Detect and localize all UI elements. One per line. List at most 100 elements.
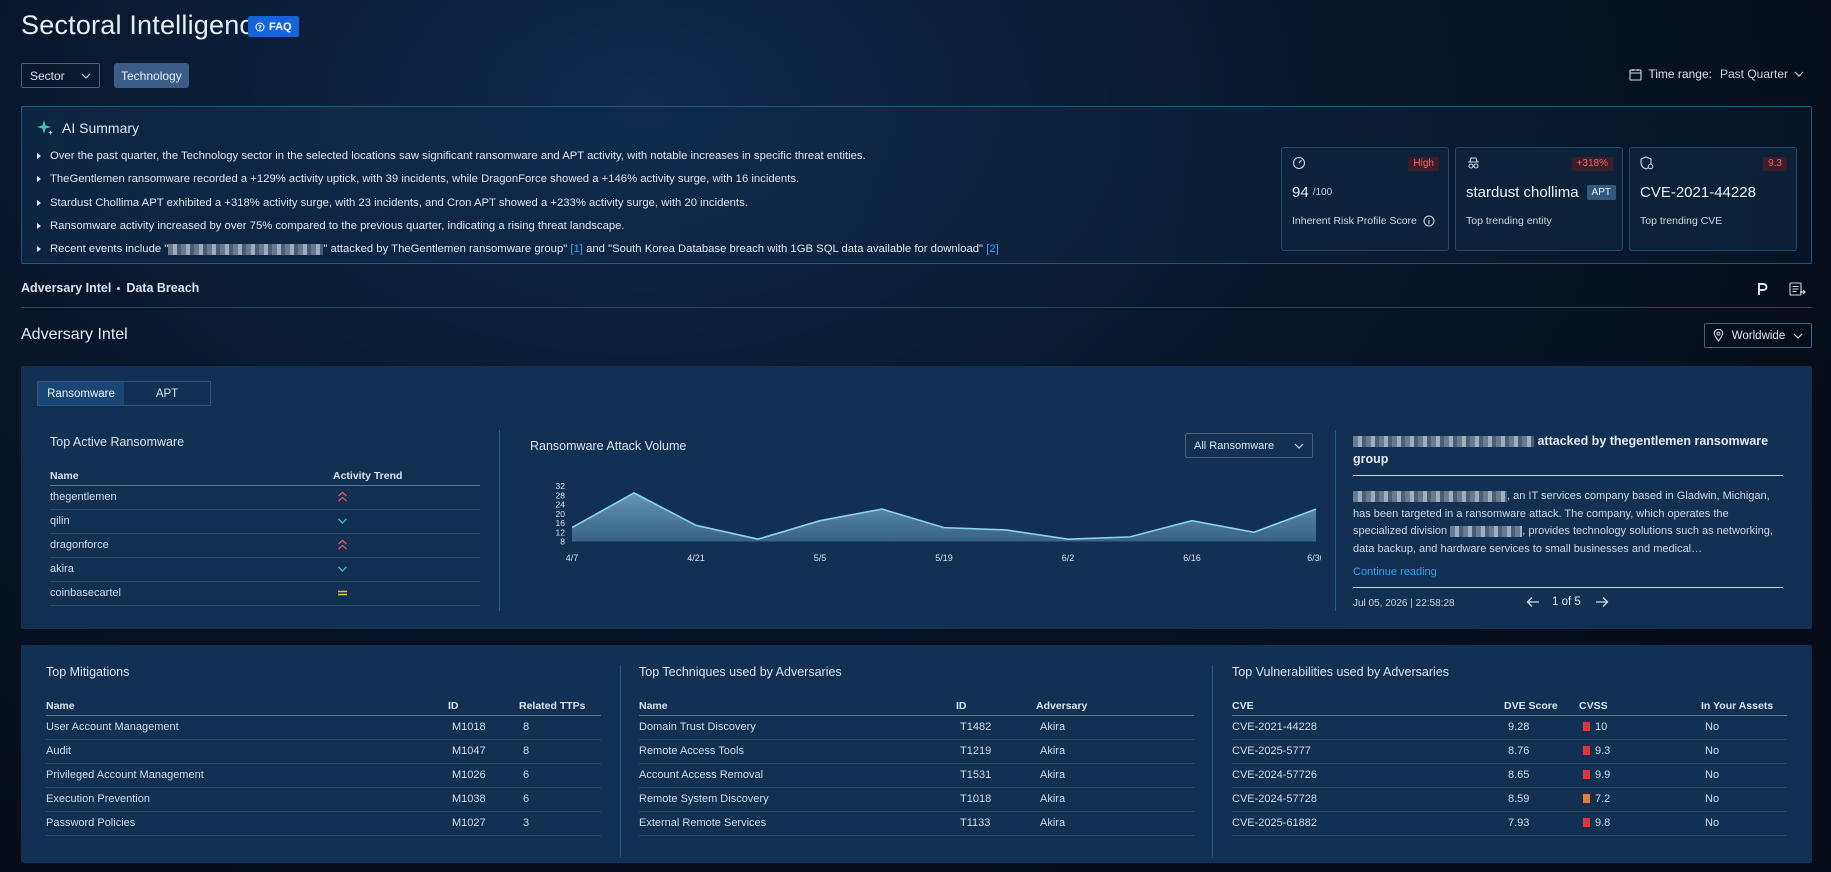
table-cell: Audit xyxy=(46,739,448,764)
bullet-text: and "South Korea Database breach with 1G… xyxy=(582,243,987,256)
trending-cve-caption: Top trending CVE xyxy=(1640,215,1723,227)
table-cell: Akira xyxy=(1036,811,1194,836)
x-tick-label: 5/5 xyxy=(814,553,827,563)
risk-score-card[interactable]: High 94/100 Inherent Risk Profile Score xyxy=(1281,147,1449,251)
news-timestamp: Jul 05, 2026 | 22:58:28 xyxy=(1353,598,1455,609)
breadcrumb-adversary-intel[interactable]: Adversary Intel xyxy=(21,281,112,295)
news-headline[interactable]: attacked by thegentlemen ransomware grou… xyxy=(1353,432,1783,468)
cve-id: CVE-2025-5777 xyxy=(1232,739,1504,764)
summary-bullet: Over the past quarter, the Technology se… xyxy=(36,149,1281,172)
cvss-score: 9.9 xyxy=(1579,763,1701,788)
tab-apt[interactable]: APT xyxy=(155,387,179,400)
y-tick-label: 12 xyxy=(556,527,566,537)
mitigations-title: Top Mitigations xyxy=(46,665,130,679)
filter-value: All Ransomware xyxy=(1194,439,1275,452)
pin-p-icon[interactable] xyxy=(1756,282,1768,296)
table-row[interactable]: coinbasecartel xyxy=(50,581,480,606)
table-row[interactable]: Execution Prevention M1038 6 xyxy=(46,787,601,812)
dve-score: 9.28 xyxy=(1504,715,1579,740)
sector-select[interactable]: Sector xyxy=(21,63,100,88)
trending-entity-card[interactable]: +318% stardust chollima APT Top trending … xyxy=(1455,147,1623,251)
ransomware-name: akira xyxy=(50,557,333,582)
cvss-severity-indicator xyxy=(1583,770,1590,779)
table-cell: 3 xyxy=(519,811,601,836)
table-row[interactable]: Password Policies M1027 3 xyxy=(46,811,601,836)
region-select[interactable]: Worldwide xyxy=(1704,323,1812,348)
table-cell: 8 xyxy=(519,739,601,764)
reference-link[interactable]: [1] xyxy=(570,243,583,256)
table-row[interactable]: CVE-2024-57728 8.59 7.2 No xyxy=(1232,787,1787,812)
faq-button[interactable]: ? FAQ xyxy=(248,16,299,37)
techniques-table: Name ID Adversary Domain Trust Discovery… xyxy=(639,697,1194,836)
cve-id: CVE-2021-44228 xyxy=(1232,715,1504,740)
sector-chip-technology[interactable]: Technology xyxy=(114,63,189,88)
col-id: ID xyxy=(448,697,519,716)
table-cell: M1047 xyxy=(448,739,519,764)
table-row[interactable]: CVE-2021-44228 9.28 10 No xyxy=(1232,715,1787,740)
table-row[interactable]: Remote System Discovery T1018 Akira xyxy=(639,787,1194,812)
table-row[interactable]: Account Access Removal T1531 Akira xyxy=(639,763,1194,788)
ai-summary-panel: AI Summary Over the past quarter, the Te… xyxy=(21,106,1812,264)
reference-link[interactable]: [2] xyxy=(986,243,999,256)
table-row[interactable]: Privileged Account Management M1026 6 xyxy=(46,763,601,788)
news-body-a: , an IT services company based in Gladwi… xyxy=(1353,490,1770,537)
bug-shield-icon xyxy=(1640,156,1654,170)
ai-summary-bullets: Over the past quarter, the Technology se… xyxy=(36,149,1281,257)
table-row[interactable]: Audit M1047 8 xyxy=(46,739,601,764)
table-row[interactable]: CVE-2025-5777 8.76 9.3 No xyxy=(1232,739,1787,764)
prev-arrow-icon[interactable] xyxy=(1526,595,1540,609)
activity-trend xyxy=(333,581,480,606)
time-range-label: Time range: xyxy=(1648,67,1712,81)
ransomware-filter-select[interactable]: All Ransomware xyxy=(1185,433,1313,458)
col-cvss: CVSS xyxy=(1579,697,1701,716)
ai-summary-header: AI Summary xyxy=(36,119,139,137)
column-divider xyxy=(499,430,500,611)
table-row[interactable]: Remote Access Tools T1219 Akira xyxy=(639,739,1194,764)
apt-tag: APT xyxy=(1586,185,1616,200)
continue-reading-link[interactable]: Continue reading xyxy=(1353,566,1437,578)
tab-ransomware[interactable]: Ransomware xyxy=(38,382,124,405)
techniques-title: Top Techniques used by Adversaries xyxy=(639,665,842,679)
summary-bullet: Recent events include " " attacked by The… xyxy=(36,242,1281,257)
table-row[interactable]: dragonforce xyxy=(50,533,480,558)
table-cell: Akira xyxy=(1036,763,1194,788)
summary-bullet: TheGentlemen ransomware recorded a +129%… xyxy=(36,172,1281,195)
breadcrumb-data-breach[interactable]: Data Breach xyxy=(126,281,200,295)
time-range-picker[interactable]: Time range: Past Quarter xyxy=(1629,67,1804,81)
table-cell: Akira xyxy=(1036,715,1194,740)
x-tick-label: 4/7 xyxy=(566,553,579,563)
trending-cve-card[interactable]: 9.3 CVE-2021-44228 Top trending CVE xyxy=(1629,147,1797,251)
tab-group: Ransomware APT xyxy=(37,381,211,406)
table-row[interactable]: qilin xyxy=(50,509,480,534)
divider xyxy=(21,307,1812,308)
pager-status: 1 of 5 xyxy=(1552,596,1581,608)
export-report-icon[interactable] xyxy=(1789,282,1806,297)
sparkle-icon xyxy=(37,120,53,136)
table-row[interactable]: thegentlemen xyxy=(50,485,480,510)
bullet-text: " attacked by TheGentlemen ransomware gr… xyxy=(323,243,571,256)
table-row[interactable]: akira xyxy=(50,557,480,582)
cvss-value: 9.8 xyxy=(1595,817,1611,829)
info-icon[interactable] xyxy=(1423,215,1435,227)
table-cell: M1038 xyxy=(448,787,519,812)
table-row[interactable]: Domain Trust Discovery T1482 Akira xyxy=(639,715,1194,740)
table-row[interactable]: User Account Management M1018 8 xyxy=(46,715,601,740)
dve-score: 7.93 xyxy=(1504,811,1579,836)
table-row[interactable]: External Remote Services T1133 Akira xyxy=(639,811,1194,836)
next-arrow-icon[interactable] xyxy=(1595,595,1609,609)
adversary-intel-panel: Ransomware APT Top Active Ransomware Nam… xyxy=(21,366,1812,629)
column-divider xyxy=(1335,430,1336,611)
chevron-down-icon xyxy=(1793,333,1803,339)
table-row[interactable]: CVE-2024-57726 8.65 9.9 No xyxy=(1232,763,1787,788)
trending-entity-value: stardust chollima APT xyxy=(1466,184,1616,201)
entity-name: stardust chollima xyxy=(1466,184,1579,201)
region-value: Worldwide xyxy=(1731,329,1786,342)
table-cell: External Remote Services xyxy=(639,811,956,836)
cvss-score: 9.3 xyxy=(1579,739,1701,764)
risk-score-caption: Inherent Risk Profile Score xyxy=(1292,215,1435,227)
ransomware-name: thegentlemen xyxy=(50,485,333,510)
caption-text: Inherent Risk Profile Score xyxy=(1292,215,1417,227)
table-row[interactable]: CVE-2025-61882 7.93 9.8 No xyxy=(1232,811,1787,836)
column-divider xyxy=(620,665,621,857)
